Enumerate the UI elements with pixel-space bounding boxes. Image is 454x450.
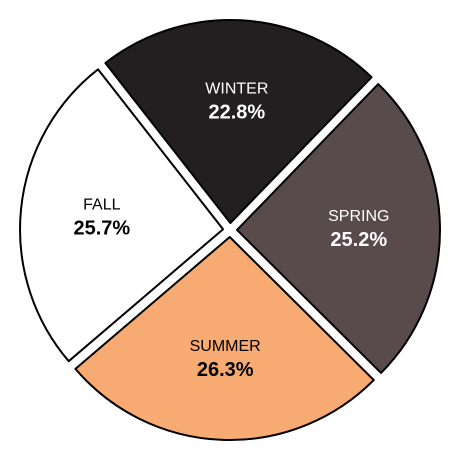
slice-label: WINTER [205, 81, 268, 98]
slice-value-label: 26.3% [197, 359, 254, 381]
pie-slice [74, 235, 375, 441]
slice-value-label: 25.7% [73, 217, 130, 239]
pie-slice [104, 19, 373, 225]
slice-label: SUMMER [190, 338, 261, 355]
pie-slice [236, 83, 441, 374]
slice-label: FALL [83, 196, 120, 213]
slice-label: SPRING [328, 208, 389, 225]
slice-value-label: 25.2% [330, 229, 387, 251]
pie-slice [19, 68, 225, 363]
slice-value-label: 22.8% [208, 102, 265, 124]
